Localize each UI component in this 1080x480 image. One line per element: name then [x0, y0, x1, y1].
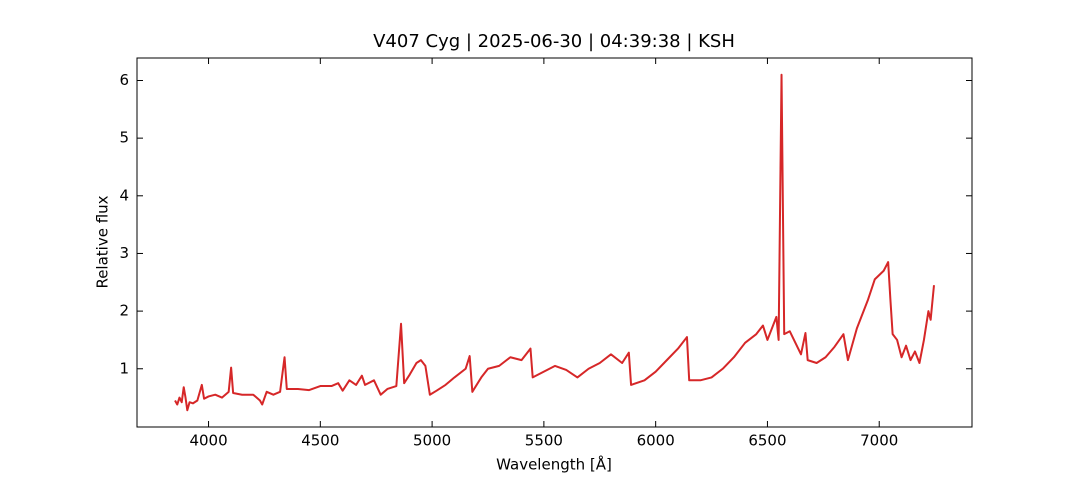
- y-tick-label: 5: [119, 129, 129, 147]
- x-tick-label: 5000: [413, 432, 451, 450]
- x-tick-label: 6500: [748, 432, 786, 450]
- x-tick-label: 6000: [637, 432, 675, 450]
- x-tick-label: 4500: [301, 432, 339, 450]
- y-tick-label: 3: [119, 244, 129, 262]
- y-tick-label: 2: [119, 302, 129, 320]
- x-tick-label: 5500: [525, 432, 563, 450]
- spectrum-line: [174, 73, 935, 412]
- x-axis-label: Wavelength [Å]: [496, 455, 612, 474]
- x-tick-label: 4000: [189, 432, 227, 450]
- y-tick-label: 6: [119, 71, 129, 89]
- plot-frame: [136, 57, 973, 428]
- y-tick-label: 1: [119, 359, 129, 377]
- x-tick-label: 7000: [860, 432, 898, 450]
- y-axis-label: Relative flux: [94, 195, 112, 288]
- chart-title: V407 Cyg | 2025-06-30 | 04:39:38 | KSH: [373, 31, 735, 52]
- y-tick-label: 4: [119, 186, 129, 204]
